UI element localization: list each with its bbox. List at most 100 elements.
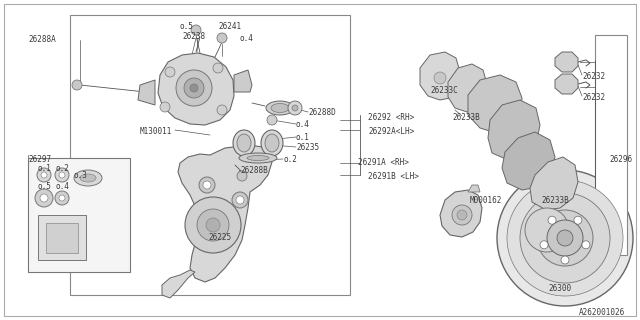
Text: M000162: M000162 bbox=[470, 196, 502, 205]
Text: 26288A: 26288A bbox=[28, 35, 56, 44]
Polygon shape bbox=[440, 190, 482, 237]
Circle shape bbox=[452, 205, 472, 225]
Circle shape bbox=[213, 63, 223, 73]
Text: 26288D: 26288D bbox=[308, 108, 336, 117]
Circle shape bbox=[176, 70, 212, 106]
Polygon shape bbox=[555, 74, 578, 94]
Circle shape bbox=[288, 101, 302, 115]
Circle shape bbox=[520, 193, 610, 283]
Text: M130011: M130011 bbox=[140, 127, 172, 136]
Ellipse shape bbox=[247, 156, 269, 161]
Polygon shape bbox=[488, 100, 540, 160]
Text: 26235: 26235 bbox=[296, 143, 319, 152]
Circle shape bbox=[72, 80, 82, 90]
Circle shape bbox=[59, 195, 65, 201]
Polygon shape bbox=[138, 80, 155, 105]
Text: o.2: o.2 bbox=[55, 164, 69, 173]
Polygon shape bbox=[468, 185, 480, 192]
Polygon shape bbox=[158, 53, 234, 125]
Ellipse shape bbox=[261, 130, 283, 156]
Circle shape bbox=[206, 218, 220, 232]
Ellipse shape bbox=[265, 134, 279, 152]
Ellipse shape bbox=[233, 130, 255, 156]
Polygon shape bbox=[502, 132, 555, 190]
Bar bbox=[595, 35, 627, 255]
Circle shape bbox=[35, 189, 53, 207]
Circle shape bbox=[236, 196, 244, 204]
Text: 26297: 26297 bbox=[28, 155, 51, 164]
Text: 26233B: 26233B bbox=[452, 113, 480, 122]
Circle shape bbox=[41, 172, 47, 178]
Circle shape bbox=[191, 25, 201, 35]
Text: o.3: o.3 bbox=[73, 171, 87, 180]
Circle shape bbox=[165, 67, 175, 77]
Text: 26291A <RH>: 26291A <RH> bbox=[358, 158, 409, 167]
Text: o.1: o.1 bbox=[37, 164, 51, 173]
Polygon shape bbox=[468, 75, 522, 133]
Text: 26238: 26238 bbox=[182, 32, 205, 41]
Circle shape bbox=[434, 72, 446, 84]
Circle shape bbox=[185, 197, 241, 253]
Circle shape bbox=[574, 216, 582, 224]
Text: A262001026: A262001026 bbox=[579, 308, 625, 317]
Ellipse shape bbox=[74, 170, 102, 186]
Circle shape bbox=[548, 216, 556, 224]
Text: 26225: 26225 bbox=[208, 233, 231, 242]
Circle shape bbox=[497, 170, 633, 306]
Text: o.5: o.5 bbox=[37, 182, 51, 191]
Ellipse shape bbox=[237, 134, 251, 152]
Text: o.4: o.4 bbox=[55, 182, 69, 191]
Text: 26232: 26232 bbox=[582, 93, 605, 102]
Text: 26232: 26232 bbox=[582, 72, 605, 81]
Text: o.2: o.2 bbox=[283, 155, 297, 164]
Text: o.4: o.4 bbox=[239, 34, 253, 43]
Text: 26233B: 26233B bbox=[541, 196, 569, 205]
Circle shape bbox=[540, 241, 548, 249]
Bar bbox=[38, 215, 86, 260]
Polygon shape bbox=[234, 70, 252, 92]
Circle shape bbox=[55, 191, 69, 205]
Polygon shape bbox=[448, 64, 487, 112]
Circle shape bbox=[217, 105, 227, 115]
Circle shape bbox=[507, 180, 623, 296]
Bar bbox=[28, 158, 130, 272]
Text: 26296: 26296 bbox=[609, 155, 632, 164]
Text: 26300: 26300 bbox=[548, 284, 571, 293]
Polygon shape bbox=[162, 270, 195, 298]
Circle shape bbox=[160, 102, 170, 112]
Text: o.5: o.5 bbox=[179, 22, 193, 31]
Polygon shape bbox=[178, 145, 272, 282]
Circle shape bbox=[267, 115, 277, 125]
Circle shape bbox=[190, 84, 198, 92]
Circle shape bbox=[217, 33, 227, 43]
Circle shape bbox=[55, 168, 69, 182]
Ellipse shape bbox=[239, 153, 277, 163]
Circle shape bbox=[537, 210, 593, 266]
Circle shape bbox=[525, 208, 569, 252]
Circle shape bbox=[37, 168, 51, 182]
Text: 26233C: 26233C bbox=[430, 86, 458, 95]
Ellipse shape bbox=[80, 174, 96, 182]
Text: o.1: o.1 bbox=[296, 133, 310, 142]
Text: o.4: o.4 bbox=[296, 120, 310, 129]
Bar bbox=[70, 15, 350, 295]
Circle shape bbox=[557, 230, 573, 246]
Circle shape bbox=[40, 194, 48, 202]
Polygon shape bbox=[420, 52, 460, 100]
Circle shape bbox=[561, 256, 569, 264]
Circle shape bbox=[59, 172, 65, 178]
Circle shape bbox=[582, 241, 590, 249]
Text: 26292A<LH>: 26292A<LH> bbox=[368, 127, 414, 136]
Ellipse shape bbox=[266, 101, 294, 115]
Circle shape bbox=[292, 105, 298, 111]
Text: 26291B <LH>: 26291B <LH> bbox=[368, 172, 419, 181]
Circle shape bbox=[199, 177, 215, 193]
Bar bbox=[46, 223, 78, 253]
Polygon shape bbox=[555, 52, 578, 72]
Ellipse shape bbox=[271, 103, 289, 113]
Circle shape bbox=[237, 171, 247, 181]
Circle shape bbox=[547, 220, 583, 256]
Text: 26292 <RH>: 26292 <RH> bbox=[368, 113, 414, 122]
Circle shape bbox=[197, 209, 229, 241]
Polygon shape bbox=[530, 157, 578, 210]
